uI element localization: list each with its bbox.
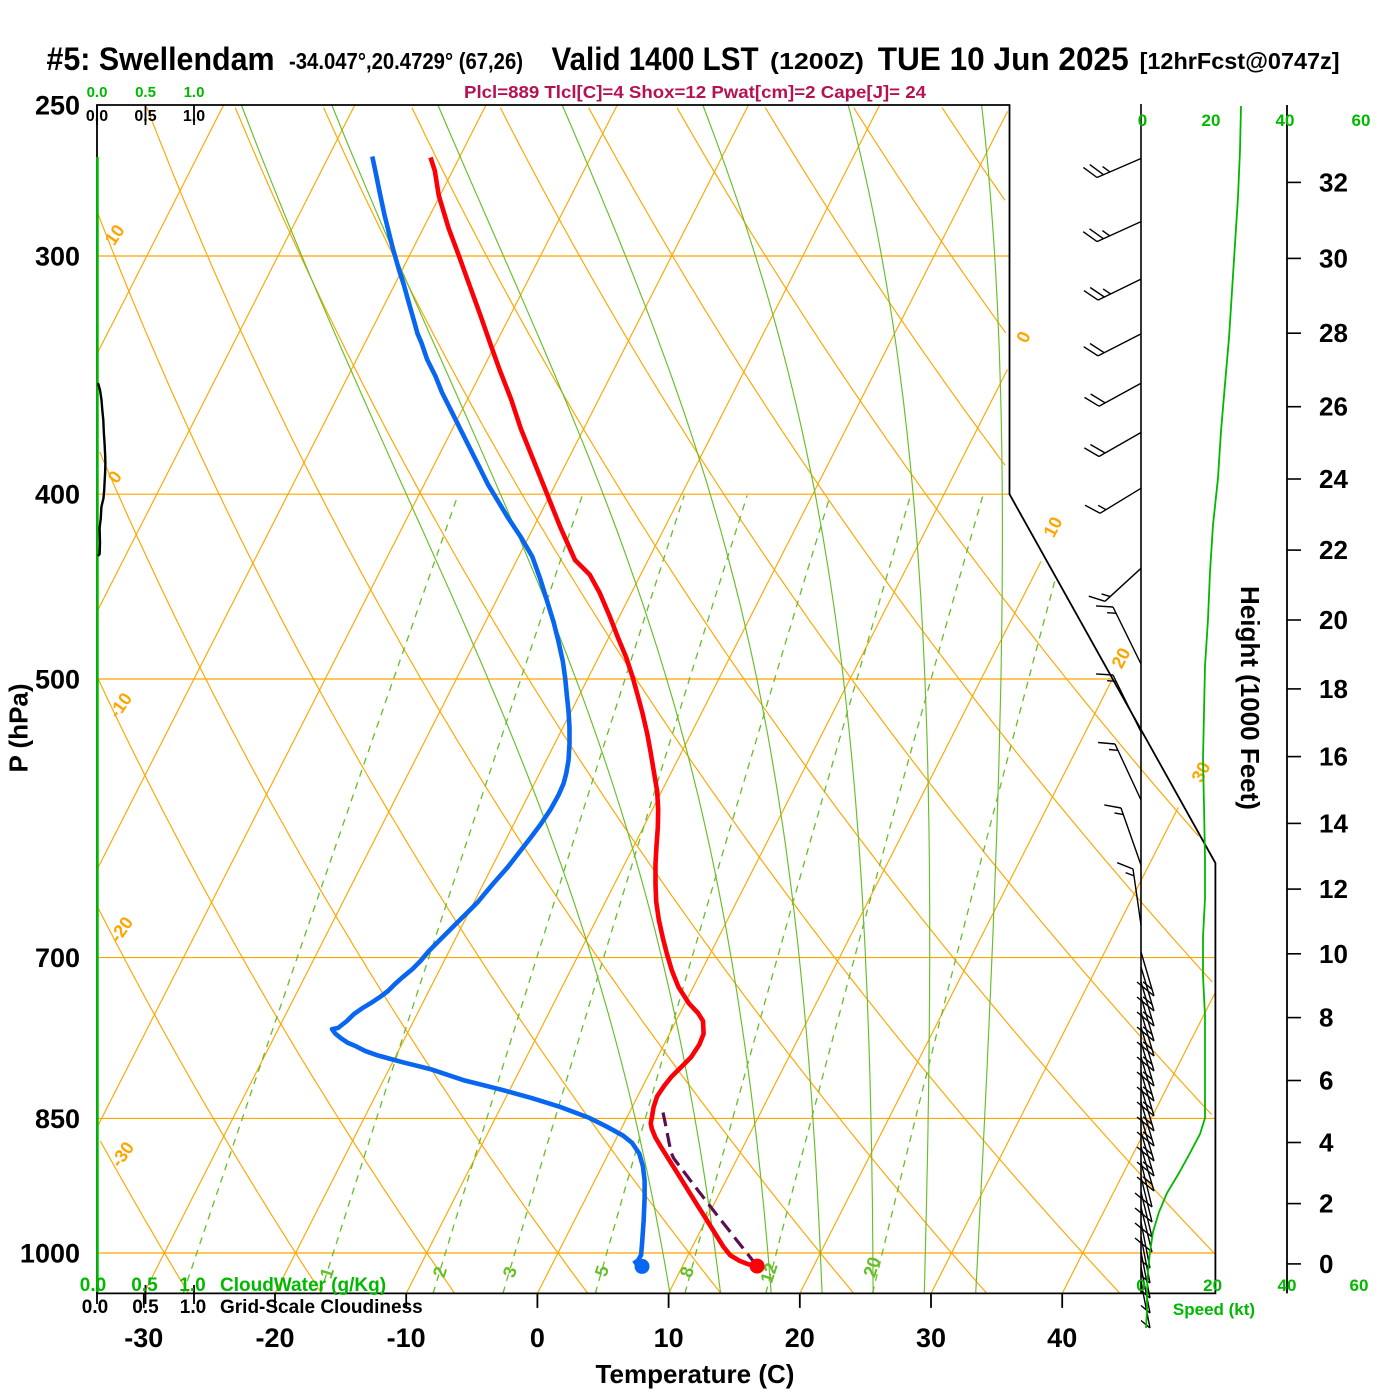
svg-text:22: 22 — [1319, 535, 1348, 565]
svg-text:Plcl=889 Tlcl[C]=4 Shox=12 Pwa: Plcl=889 Tlcl[C]=4 Shox=12 Pwat[cm]=2 Ca… — [464, 82, 926, 102]
svg-text:500: 500 — [35, 665, 80, 695]
svg-text:0.5: 0.5 — [134, 108, 156, 125]
svg-text:4: 4 — [1319, 1128, 1334, 1158]
svg-text:0.0: 0.0 — [87, 84, 108, 101]
svg-text:850: 850 — [35, 1104, 80, 1134]
svg-text:10: 10 — [654, 1323, 684, 1353]
svg-text:-20: -20 — [255, 1323, 294, 1353]
svg-text:10: 10 — [1319, 939, 1348, 969]
svg-text:24: 24 — [1319, 464, 1348, 494]
svg-text:20: 20 — [1319, 605, 1348, 635]
svg-text:20: 20 — [785, 1323, 815, 1353]
svg-text:60: 60 — [1352, 111, 1371, 130]
svg-text:6: 6 — [1319, 1066, 1333, 1096]
svg-text:60: 60 — [1350, 1276, 1369, 1295]
svg-text:0.0: 0.0 — [82, 1297, 108, 1318]
svg-text:0: 0 — [1136, 1276, 1145, 1295]
svg-text:12: 12 — [1319, 874, 1348, 904]
svg-text:1.0: 1.0 — [180, 1297, 206, 1318]
svg-text:18: 18 — [1319, 674, 1348, 704]
svg-text:0: 0 — [530, 1323, 545, 1353]
svg-text:700: 700 — [35, 943, 80, 973]
svg-text:30: 30 — [1319, 243, 1348, 273]
svg-text:28: 28 — [1319, 318, 1348, 348]
svg-text:Grid-Scale Cloudiness: Grid-Scale Cloudiness — [220, 1297, 423, 1318]
svg-text:TUE 10 Jun 2025: TUE 10 Jun 2025 — [878, 41, 1129, 77]
svg-text:16: 16 — [1319, 742, 1348, 772]
svg-text:0.5: 0.5 — [135, 84, 156, 101]
svg-text:Valid 1400 LST: Valid 1400 LST — [552, 41, 759, 77]
svg-text:0.0: 0.0 — [86, 108, 108, 125]
svg-text:-10: -10 — [387, 1323, 426, 1353]
svg-text:30: 30 — [916, 1323, 946, 1353]
svg-text:-30: -30 — [124, 1323, 163, 1353]
svg-text:0: 0 — [1138, 111, 1147, 130]
svg-text:1.0: 1.0 — [184, 84, 205, 101]
svg-text:Temperature (C): Temperature (C) — [596, 1359, 795, 1389]
svg-text:1.0: 1.0 — [179, 1275, 205, 1296]
svg-text:#5: Swellendam: #5: Swellendam — [47, 41, 275, 77]
svg-text:2: 2 — [1319, 1189, 1333, 1219]
svg-text:CloudWater (g/Kg): CloudWater (g/Kg) — [220, 1275, 386, 1296]
svg-text:[12hrFcst@0747z]: [12hrFcst@0747z] — [1140, 48, 1340, 74]
svg-text:40: 40 — [1278, 1276, 1297, 1295]
svg-text:1.0: 1.0 — [183, 108, 205, 125]
svg-text:40: 40 — [1047, 1323, 1077, 1353]
svg-text:20: 20 — [1203, 1276, 1222, 1295]
svg-text:8: 8 — [1319, 1003, 1333, 1033]
svg-text:0.5: 0.5 — [131, 1275, 158, 1296]
svg-text:250: 250 — [35, 91, 80, 121]
svg-text:0.5: 0.5 — [132, 1297, 159, 1318]
svg-text:26: 26 — [1319, 392, 1348, 422]
svg-text:400: 400 — [35, 480, 80, 510]
svg-text:(1200Z): (1200Z) — [770, 48, 864, 74]
svg-text:1000: 1000 — [20, 1239, 80, 1269]
svg-text:-34.047°,20.4729° (67,26): -34.047°,20.4729° (67,26) — [289, 48, 523, 74]
svg-text:Speed (kt): Speed (kt) — [1173, 1300, 1255, 1319]
svg-text:300: 300 — [35, 242, 80, 272]
svg-text:32: 32 — [1319, 167, 1348, 197]
svg-text:0: 0 — [1319, 1249, 1333, 1279]
svg-text:14: 14 — [1319, 808, 1348, 838]
svg-text:Height (1000 Feet): Height (1000 Feet) — [1235, 586, 1265, 810]
svg-text:P (hPa): P (hPa) — [4, 683, 34, 772]
svg-text:40: 40 — [1276, 111, 1295, 130]
svg-text:0.0: 0.0 — [80, 1275, 106, 1296]
svg-text:20: 20 — [1202, 111, 1221, 130]
